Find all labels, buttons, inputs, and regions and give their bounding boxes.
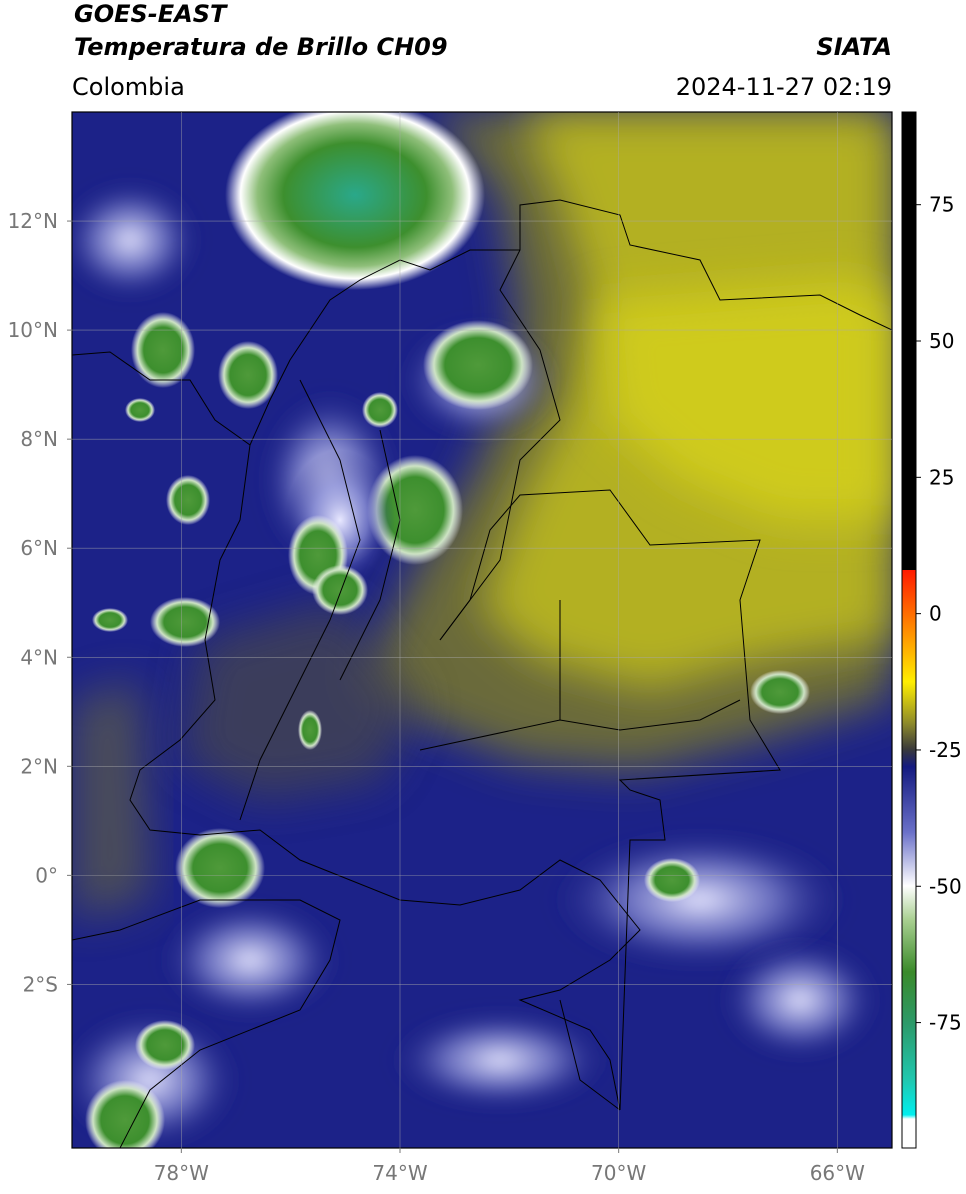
y-tick-label: 4°N [20, 645, 58, 669]
region: Colombia [72, 73, 185, 101]
y-tick-label: 12°N [8, 209, 58, 233]
colorbar [901, 111, 917, 1149]
x-tick-label: 78°W [154, 1161, 209, 1185]
colorbar-label: 0 [929, 602, 942, 626]
subtitle: Temperatura de Brillo CH09 [74, 33, 448, 61]
map-frame [71, 111, 893, 1149]
satellite-image [72, 112, 892, 1148]
axis-labels: 78°W 74°W 70°W 66°W 12°N 10°N 8°N 6°N 4°N 2°N 0° 2°… [8, 193, 962, 1185]
title: GOES-EAST [74, 0, 228, 28]
colorbar-label: -25 [929, 738, 962, 762]
y-tick-label: 10°N [8, 318, 58, 342]
colorbar-label: 25 [929, 465, 954, 489]
graticule [72, 112, 892, 1148]
x-tick-label: 66°W [810, 1161, 865, 1185]
x-tick-label: 74°W [372, 1161, 427, 1185]
colorbar-label: -75 [929, 1011, 962, 1035]
y-tick-label: 0° [35, 863, 58, 887]
colorbar-label: -50 [929, 874, 962, 898]
source: SIATA [816, 33, 892, 61]
y-tick-label: 6°N [20, 536, 58, 560]
y-tick-label: 2°S [23, 972, 58, 996]
y-tick-label: 2°N [20, 754, 58, 778]
colorbar-label: 50 [929, 329, 954, 353]
y-tick-label: 8°N [20, 427, 58, 451]
datetime: 2024-11-27 02:19 [676, 73, 892, 101]
x-tick-label: 70°W [591, 1161, 646, 1185]
colorbar-label: 75 [929, 193, 954, 217]
